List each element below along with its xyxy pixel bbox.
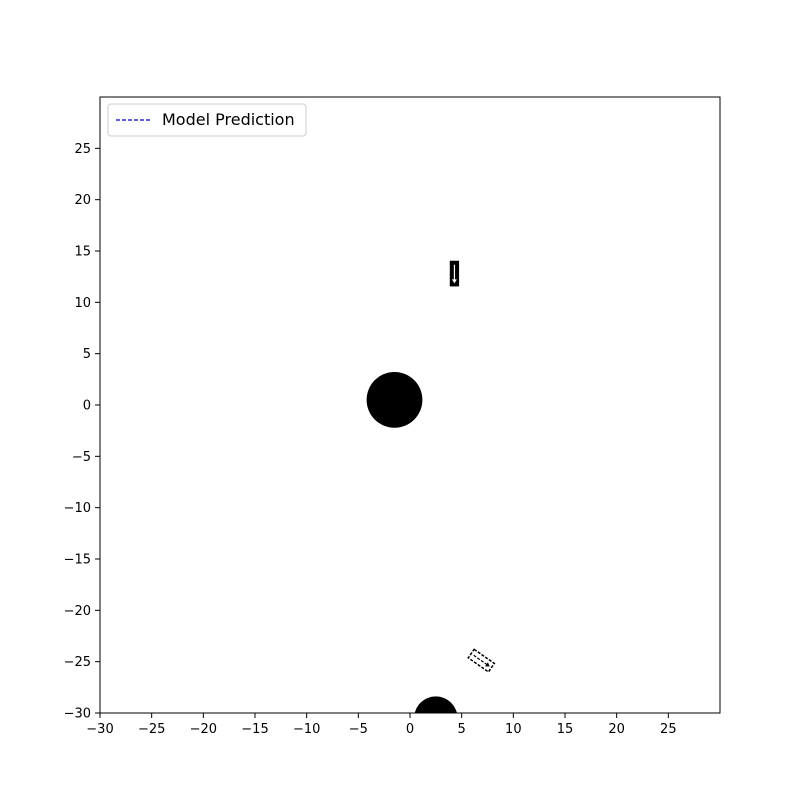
y-tick-label: −20 [64, 604, 91, 619]
x-tick-label: 5 [458, 722, 466, 737]
y-tick-label: 10 [74, 296, 91, 311]
x-tick-label: −15 [241, 722, 268, 737]
x-tick-label: 20 [608, 722, 625, 737]
y-tick-label: −25 [64, 655, 91, 670]
x-tick-label: −20 [190, 722, 217, 737]
y-tick-label: 25 [74, 142, 91, 157]
y-tick-label: 15 [74, 245, 91, 260]
vehicle-marker [467, 648, 496, 673]
x-tick-label: −25 [138, 722, 165, 737]
legend-label-model-prediction: Model Prediction [162, 110, 295, 129]
x-tick-label: 25 [660, 722, 677, 737]
x-tick-label: 0 [406, 722, 414, 737]
y-tick-label: 5 [83, 347, 91, 362]
y-tick-label: −10 [64, 501, 91, 516]
plot-content [366, 260, 496, 713]
y-tick-label: 20 [74, 193, 91, 208]
x-tick-label: −10 [293, 722, 320, 737]
vehicle-marker [449, 260, 460, 287]
x-axis: −30 −25 −20 −15 −10 −5 0 5 10 15 20 25 [86, 713, 677, 737]
obstacle-circle [366, 371, 423, 428]
x-tick-label: −5 [349, 722, 368, 737]
vehicle-heading-arrow [451, 279, 457, 284]
x-tick-label: 10 [505, 722, 522, 737]
y-tick-label: 0 [83, 399, 91, 414]
obstacle-circle [414, 696, 457, 713]
vehicle-heading-arrow [485, 662, 490, 667]
x-tick-label: 15 [557, 722, 574, 737]
legend: Model Prediction [107, 103, 307, 137]
y-tick-label: −15 [64, 553, 91, 568]
y-axis: −30 −25 −20 −15 −10 −5 0 5 10 15 20 25 [64, 142, 100, 722]
vehicle-heading-line [473, 654, 489, 666]
legend-box [107, 103, 307, 137]
y-tick-label: −30 [64, 707, 91, 722]
y-tick-label: −5 [72, 450, 91, 465]
x-tick-label: −30 [86, 722, 113, 737]
